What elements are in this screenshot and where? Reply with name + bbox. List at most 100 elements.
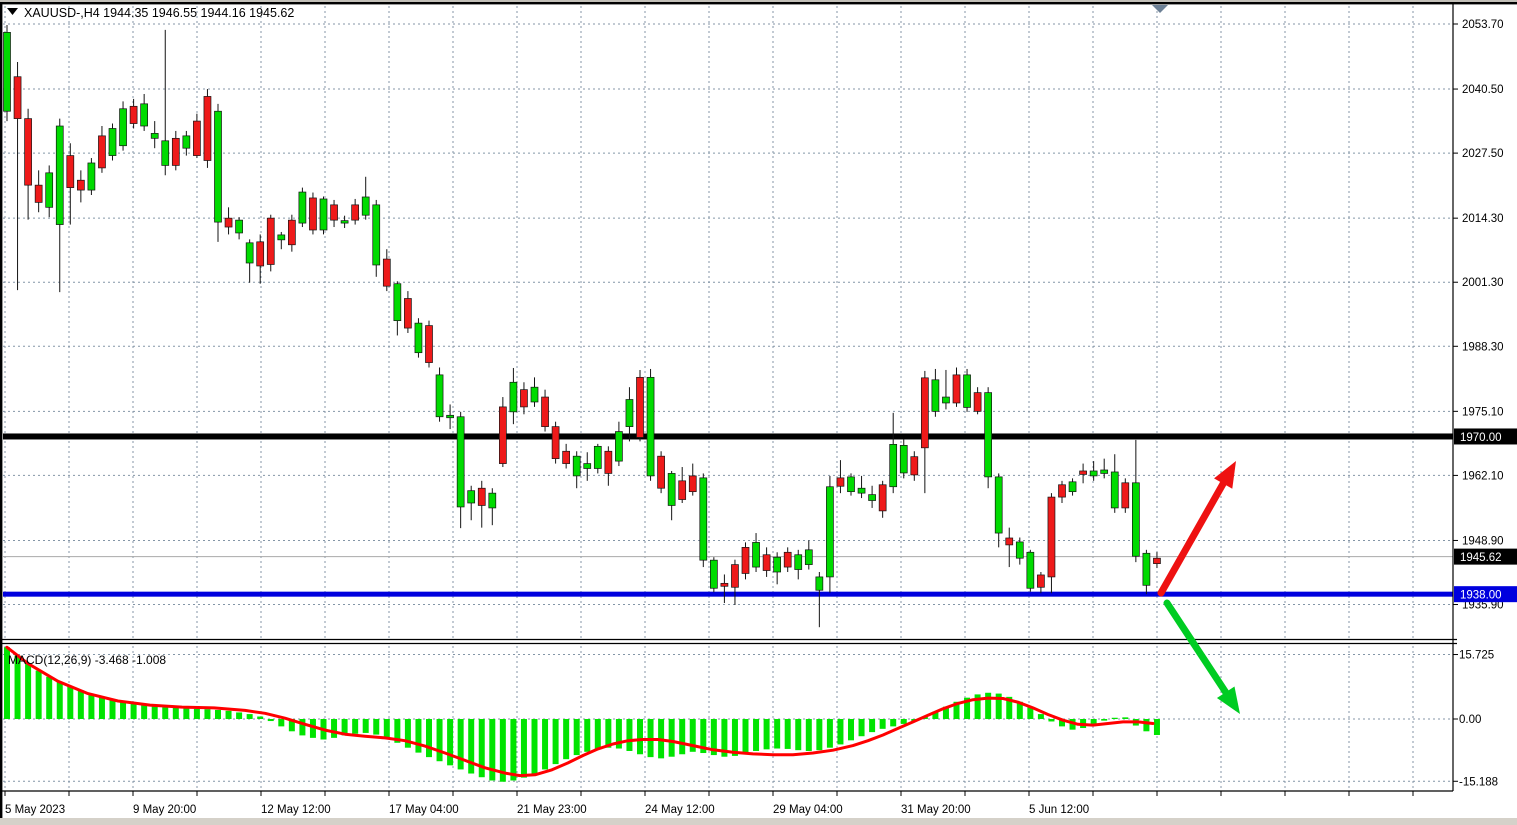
macd-histogram-bar <box>784 719 791 749</box>
candle <box>657 451 665 494</box>
macd-histogram-bar <box>932 711 939 719</box>
candle <box>266 214 275 272</box>
bull-candle-body <box>752 542 760 568</box>
bear-candle-body <box>224 217 233 228</box>
macd-histogram-bar <box>309 719 316 738</box>
bull-candle-body <box>667 473 676 506</box>
bull-candle-body <box>488 492 497 509</box>
bear-candle-body <box>129 105 138 124</box>
candle <box>499 397 507 468</box>
support-line-1938[interactable] <box>3 591 1453 597</box>
candle <box>1005 527 1014 568</box>
macd-histogram-bar <box>278 719 285 727</box>
bearish-arrow-shaft[interactable] <box>1163 599 1232 700</box>
candle <box>87 158 96 196</box>
macd-histogram-bar <box>985 692 992 719</box>
bull-candle-body <box>1142 552 1151 586</box>
price-axis-label: 1935.90 <box>1462 600 1504 612</box>
bullish-arrow-head[interactable] <box>1214 461 1236 489</box>
candle <box>910 451 919 481</box>
candle <box>98 126 106 173</box>
bear-candle-body <box>76 179 85 191</box>
macd-histogram-bar <box>626 719 633 751</box>
bull-candle-body <box>1026 551 1035 589</box>
arrow-annotations[interactable] <box>1157 461 1240 714</box>
resistance-line-1970[interactable] <box>3 433 1453 440</box>
macd-histogram-bar <box>1090 719 1097 724</box>
candle <box>488 488 497 526</box>
candle <box>836 460 845 494</box>
bear-candle-body <box>24 118 32 186</box>
bear-candle-body <box>762 554 771 571</box>
bear-candle-body <box>34 184 43 203</box>
candle <box>3 24 11 122</box>
time-axis-label: 31 May 20:00 <box>901 804 971 816</box>
bear-candle-body <box>520 389 528 408</box>
bear-candle-body <box>382 258 391 287</box>
bull-candle-body <box>857 487 866 494</box>
pane-separator-bg[interactable] <box>3 638 1457 645</box>
bull-candle-body <box>1131 482 1140 557</box>
bearish-arrow-head[interactable] <box>1216 686 1240 714</box>
candle <box>182 130 191 156</box>
bull-candle-body <box>625 399 634 427</box>
candle <box>583 452 592 481</box>
macd-histogram-bar <box>457 719 464 770</box>
candle <box>1026 549 1035 592</box>
macd-histogram-bar <box>436 719 443 762</box>
bull-candle-body <box>773 556 782 573</box>
symbol-dropdown-icon[interactable] <box>7 8 18 15</box>
time-axis-label: 12 May 12:00 <box>261 804 331 816</box>
time-axis-label: 17 May 04:00 <box>389 804 459 816</box>
candle <box>1079 463 1087 484</box>
candle <box>752 533 760 572</box>
macd-histogram-bar <box>141 705 148 719</box>
macd-histogram-bar <box>837 719 844 745</box>
bear-candle-body <box>657 455 665 489</box>
bear-candle-body <box>203 96 212 161</box>
candle <box>868 485 876 508</box>
bear-candle-body <box>1121 482 1130 509</box>
time-axis-label: 5 May 2023 <box>5 804 65 816</box>
macd-histogram-bar <box>288 719 295 732</box>
bull-candle-body <box>87 162 96 191</box>
macd-histogram-bar <box>774 719 781 749</box>
candle <box>952 367 961 407</box>
bear-candle-body <box>266 217 275 265</box>
horizontal-level-lines[interactable] <box>3 433 1453 597</box>
macd-histogram-bar <box>679 719 686 755</box>
candle <box>298 187 307 228</box>
bear-candle-body <box>910 456 919 476</box>
macd-histogram-bar <box>204 709 211 719</box>
macd-histogram-bar <box>668 719 675 757</box>
axes[interactable]: 2053.70 2040.50 2027.50 2014.30 2001.30 1988.… <box>0 4 1517 816</box>
bull-candle-body <box>804 549 813 565</box>
candle <box>551 421 560 464</box>
bull-candle-body <box>583 463 592 469</box>
bull-candle-body <box>963 374 971 408</box>
bull-candle-body <box>372 204 381 266</box>
bear-candle-body <box>193 120 201 156</box>
bullish-arrow-shaft[interactable] <box>1157 476 1229 597</box>
macd-histogram-bar <box>67 686 74 719</box>
bull-candle-body <box>942 396 950 404</box>
candlestick-series <box>3 24 1161 628</box>
candle <box>24 108 32 220</box>
scroll-end-marker-icon[interactable] <box>1152 5 1168 13</box>
candle <box>994 473 1003 548</box>
bull-candle-body <box>150 133 159 139</box>
candle <box>1068 478 1077 496</box>
macd-histogram-bar <box>35 670 42 719</box>
bull-candle-body <box>45 172 54 208</box>
macd-histogram-bar <box>531 719 538 774</box>
bull-candle-body <box>984 392 993 478</box>
candle <box>288 214 296 252</box>
macd-histogram-bar <box>879 719 886 729</box>
macd-histogram-bar <box>4 647 10 719</box>
macd-histogram-bar <box>1101 719 1108 721</box>
price-axis-label: 1988.30 <box>1462 341 1504 353</box>
candle <box>636 369 644 442</box>
candle <box>245 239 254 283</box>
